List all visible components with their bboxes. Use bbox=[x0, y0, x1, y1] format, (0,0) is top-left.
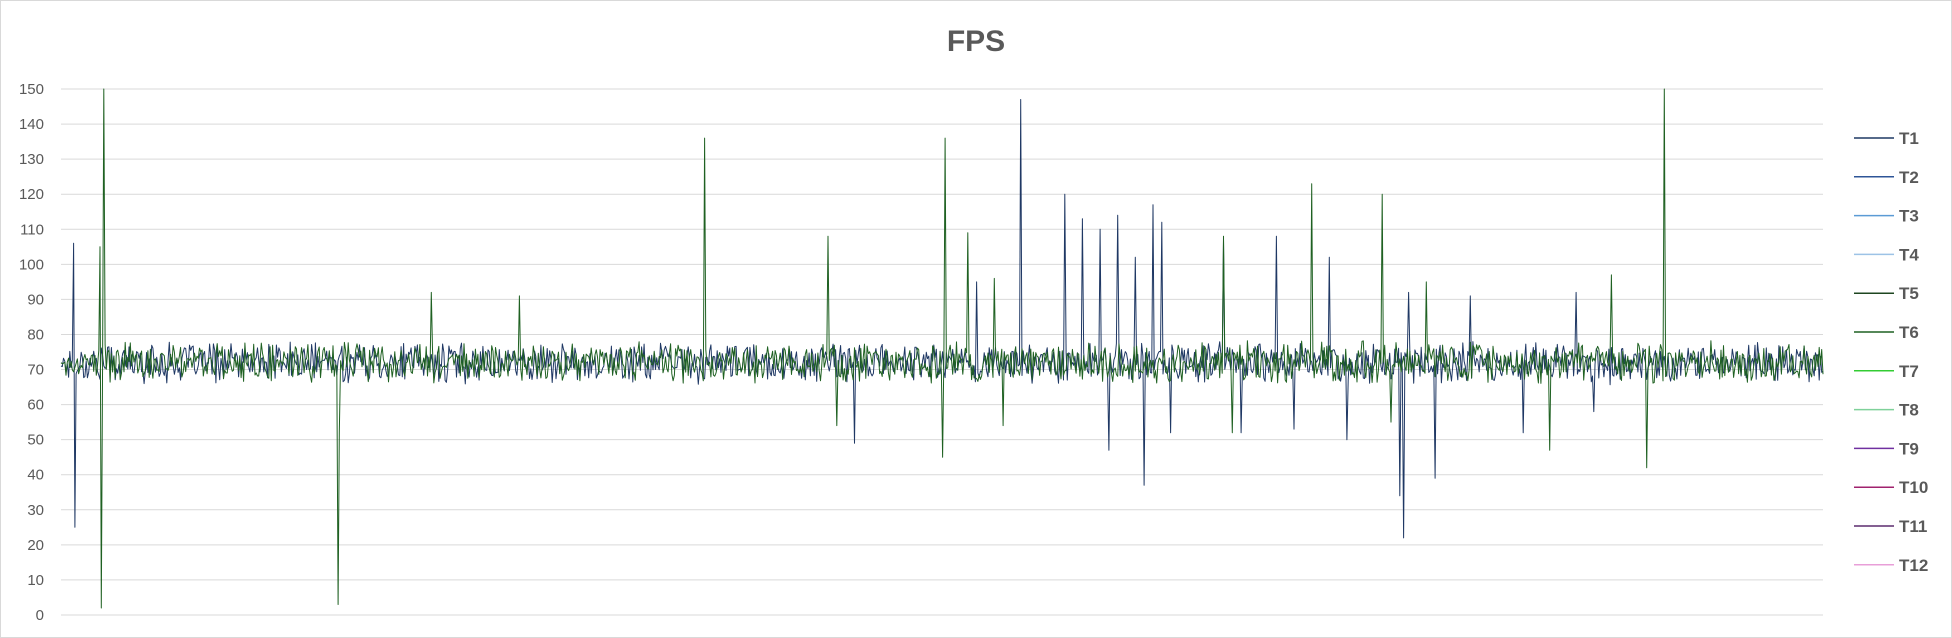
y-tick-label: 60 bbox=[27, 397, 44, 414]
y-tick-label: 40 bbox=[27, 467, 44, 484]
legend-label: T11 bbox=[1899, 517, 1927, 536]
y-tick-label: 30 bbox=[27, 502, 44, 519]
y-tick-label: 0 bbox=[36, 607, 44, 624]
gridlines bbox=[61, 88, 1823, 616]
legend-label: T10 bbox=[1899, 478, 1928, 497]
series-lines bbox=[60, 88, 1824, 609]
legend-item-t3: T3 bbox=[1854, 207, 1919, 226]
legend-item-t6: T6 bbox=[1854, 323, 1919, 342]
legend-item-t9: T9 bbox=[1854, 439, 1919, 458]
legend-item-t4: T4 bbox=[1854, 245, 1919, 264]
legend-label: T1 bbox=[1899, 129, 1919, 148]
legend-label: T12 bbox=[1899, 556, 1928, 575]
y-tick-label: 20 bbox=[27, 537, 44, 554]
legend-item-t7: T7 bbox=[1854, 362, 1919, 381]
legend-item-t12: T12 bbox=[1854, 556, 1928, 575]
y-tick-label: 90 bbox=[27, 291, 44, 308]
legend: T1 T2 T3 T4 T5 T6 T7 T8 T9 T10 T11 T12 bbox=[1854, 129, 1928, 575]
y-axis-ticks: 0 10 20 30 40 50 60 70 80 90 100 110 120 130 140 150 bbox=[19, 81, 44, 624]
legend-label: T2 bbox=[1899, 168, 1919, 187]
y-tick-label: 80 bbox=[27, 326, 44, 343]
legend-label: T6 bbox=[1899, 323, 1919, 342]
y-tick-label: 50 bbox=[27, 432, 44, 449]
legend-label: T9 bbox=[1899, 439, 1919, 458]
y-tick-label: 140 bbox=[19, 116, 44, 133]
y-tick-label: 120 bbox=[19, 186, 44, 203]
legend-label: T7 bbox=[1899, 362, 1919, 381]
legend-item-t2: T2 bbox=[1854, 168, 1919, 187]
legend-item-t5: T5 bbox=[1854, 284, 1919, 303]
y-tick-label: 110 bbox=[20, 221, 44, 238]
legend-item-t10: T10 bbox=[1854, 478, 1928, 497]
legend-label: T5 bbox=[1899, 284, 1919, 303]
legend-label: T3 bbox=[1899, 207, 1919, 226]
legend-item-t11: T11 bbox=[1854, 517, 1927, 536]
y-tick-label: 10 bbox=[27, 572, 44, 589]
y-tick-label: 70 bbox=[27, 362, 44, 379]
series-line-t6 bbox=[60, 88, 1824, 609]
y-tick-label: 150 bbox=[19, 81, 44, 98]
legend-item-t8: T8 bbox=[1854, 401, 1919, 420]
y-tick-label: 100 bbox=[19, 256, 44, 273]
legend-item-t1: T1 bbox=[1854, 129, 1919, 148]
legend-label: T4 bbox=[1899, 245, 1919, 264]
legend-label: T8 bbox=[1899, 401, 1919, 420]
y-tick-label: 130 bbox=[19, 151, 44, 168]
chart-title: FPS bbox=[947, 25, 1005, 58]
series-line-t1 bbox=[60, 99, 1824, 539]
